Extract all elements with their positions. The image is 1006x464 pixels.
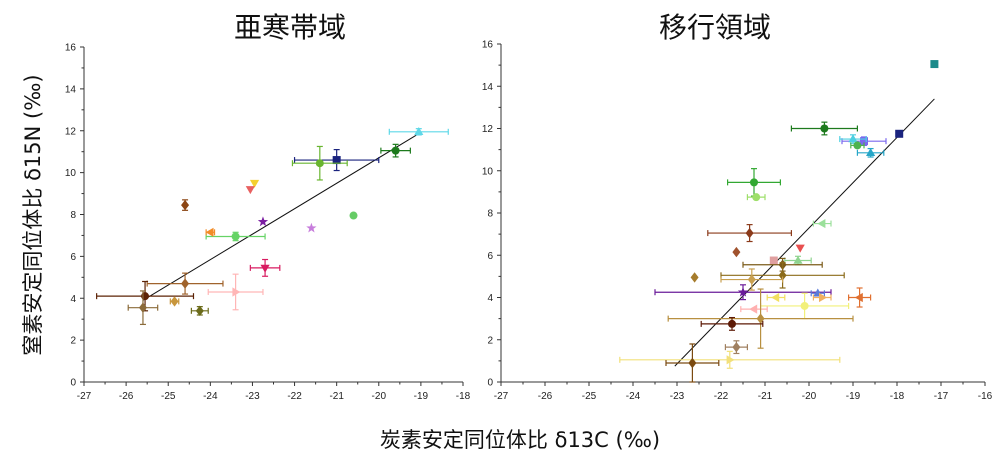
- data-point: [726, 355, 735, 365]
- left-scatter-panel: -27 -26 -25 -24 -23 -22 -21 -20 -19 -18 0 2 4 6 8 10 12 1…: [65, 43, 471, 403]
- data-point: [778, 270, 787, 281]
- right-scatter-panel: -27 -26 -25 -24 -23 -22 -21 -20 -19 -18 -17 -16 0 2 4 6…: [482, 40, 993, 403]
- data-point: [854, 292, 863, 303]
- data-point: [349, 211, 358, 220]
- x-axis-title: 炭素安定同位体比 δ13C (‰): [380, 428, 660, 452]
- data-point: [752, 193, 761, 202]
- data-point: [260, 264, 270, 273]
- data-point: [257, 216, 269, 227]
- data-point: [853, 141, 862, 150]
- y-tick-label: 12: [482, 124, 494, 135]
- x-tick-label: -21: [758, 391, 773, 402]
- x-tick-label: -20: [372, 391, 387, 402]
- x-tick-label: -27: [77, 391, 92, 402]
- x-tick-label: -25: [161, 391, 176, 402]
- regression-line: [674, 98, 935, 367]
- data-point: [232, 287, 241, 297]
- y-tick-label: 4: [70, 294, 76, 305]
- x-tick-label: -27: [494, 391, 509, 402]
- y-tick-label: 14: [482, 82, 494, 93]
- x-tick-label: -24: [626, 391, 641, 402]
- data-point: [895, 129, 904, 138]
- data-point: [170, 296, 179, 307]
- y-axis-title: 窒素安定同位体比 δ15N (‰): [21, 74, 45, 355]
- data-point: [245, 186, 255, 195]
- data-point: [749, 304, 758, 314]
- data-point: [690, 272, 699, 283]
- data-point: [138, 302, 147, 313]
- y-tick-label: 6: [70, 252, 76, 263]
- data-point: [817, 218, 826, 229]
- y-tick-label: 2: [70, 336, 76, 347]
- x-tick-label: -22: [714, 391, 729, 402]
- data-point: [332, 156, 341, 165]
- data-point: [819, 292, 827, 303]
- x-tick-label: -17: [934, 391, 949, 402]
- x-tick-label: -23: [245, 391, 260, 402]
- left-chart-title: 亜寒帯域: [234, 11, 346, 44]
- x-tick-label: -18: [456, 391, 471, 402]
- x-tick-label: -24: [203, 391, 218, 402]
- data-point: [688, 357, 697, 369]
- x-tick-label: -23: [670, 391, 685, 402]
- data-point: [181, 199, 190, 211]
- x-tick-label: -26: [119, 391, 134, 402]
- data-point: [306, 222, 317, 233]
- data-point: [866, 147, 876, 156]
- data-point: [795, 244, 805, 253]
- data-point: [769, 256, 778, 265]
- data-point: [732, 341, 741, 353]
- data-point: [750, 178, 758, 187]
- y-tick-label: 0: [70, 378, 76, 389]
- data-point: [728, 319, 736, 328]
- data-point: [315, 159, 324, 168]
- data-point: [249, 179, 260, 188]
- data-point: [747, 274, 756, 285]
- data-point: [820, 124, 829, 133]
- y-tick-label: 10: [65, 168, 77, 179]
- y-tick-label: 16: [65, 43, 77, 54]
- data-point: [195, 305, 204, 317]
- x-tick-label: -19: [414, 391, 429, 402]
- x-tick-label: -26: [538, 391, 553, 402]
- data-point: [745, 227, 754, 239]
- y-tick-label: 0: [487, 378, 493, 389]
- data-point: [181, 278, 190, 289]
- data-point: [391, 146, 400, 155]
- data-point: [141, 292, 150, 301]
- x-tick-label: -22: [287, 391, 302, 402]
- y-tick-label: 10: [482, 166, 494, 177]
- y-tick-label: 4: [487, 293, 493, 304]
- data-point: [930, 60, 939, 69]
- y-tick-label: 2: [487, 335, 493, 346]
- y-tick-label: 6: [487, 251, 493, 262]
- right-chart-title: 移行領域: [659, 11, 771, 44]
- data-point: [793, 255, 803, 264]
- regression-line: [142, 134, 417, 301]
- data-point: [414, 126, 424, 135]
- y-tick-label: 16: [482, 40, 494, 51]
- x-tick-label: -16: [978, 391, 993, 402]
- data-point: [737, 286, 749, 297]
- y-tick-label: 14: [65, 84, 77, 95]
- data-point: [771, 292, 780, 303]
- data-point: [205, 227, 214, 237]
- data-point: [732, 246, 741, 258]
- y-tick-label: 8: [487, 209, 493, 220]
- x-tick-label: -18: [890, 391, 905, 402]
- x-tick-label: -19: [846, 391, 861, 402]
- data-point: [848, 134, 858, 143]
- x-tick-label: -21: [329, 391, 344, 402]
- y-tick-label: 12: [65, 126, 77, 137]
- x-tick-label: -25: [582, 391, 597, 402]
- data-point: [231, 232, 240, 241]
- x-tick-label: -20: [802, 391, 817, 402]
- y-tick-label: 8: [70, 210, 76, 221]
- data-point: [800, 301, 809, 310]
